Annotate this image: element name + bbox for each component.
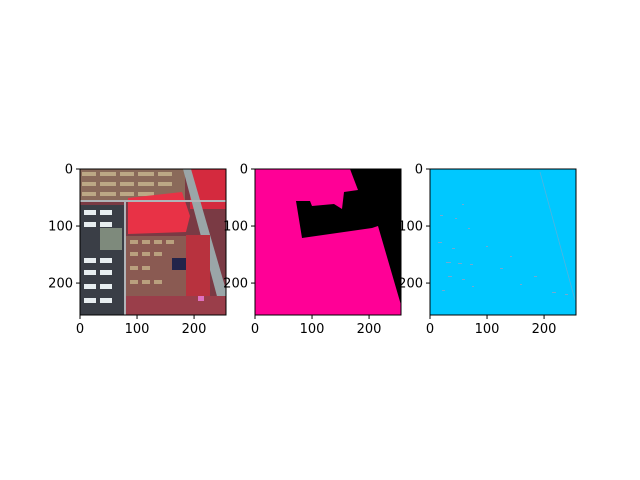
panel-segmentation-mask: 0 100 200 0 100 200 — [223, 163, 402, 337]
axes-frame — [79, 168, 227, 316]
x-tick-label: 100 — [300, 322, 325, 337]
y-tick-label: 0 — [240, 163, 248, 178]
x-tick-label: 0 — [251, 322, 259, 337]
panel-prediction-map: 0 100 200 0 100 200 — [398, 163, 577, 337]
x-tick-label: 0 — [426, 322, 434, 337]
y-tick-label: 100 — [398, 220, 423, 235]
satellite-image — [80, 169, 226, 315]
axes-frame — [254, 168, 402, 316]
prediction-image — [430, 169, 576, 315]
x-axis-ticks: 0 100 200 — [76, 315, 207, 337]
panel-satellite-image: 0 100 200 0 100 200 — [48, 163, 227, 337]
x-tick-label: 200 — [357, 322, 382, 337]
x-axis-ticks: 0 100 200 — [426, 315, 557, 337]
y-tick-label: 100 — [223, 220, 248, 235]
x-tick-label: 200 — [532, 322, 557, 337]
x-tick-label: 100 — [125, 322, 150, 337]
y-axis-ticks: 0 100 200 — [48, 163, 80, 292]
y-axis-ticks: 0 100 200 — [223, 163, 255, 292]
x-tick-label: 200 — [182, 322, 207, 337]
mask-image — [255, 169, 401, 315]
x-tick-label: 100 — [475, 322, 500, 337]
y-tick-label: 100 — [48, 220, 73, 235]
y-tick-label: 0 — [65, 163, 73, 178]
x-axis-ticks: 0 100 200 — [251, 315, 382, 337]
x-tick-label: 0 — [76, 322, 84, 337]
y-tick-label: 200 — [48, 277, 73, 292]
y-axis-ticks: 0 100 200 — [398, 163, 430, 292]
y-tick-label: 200 — [398, 277, 423, 292]
y-tick-label: 200 — [223, 277, 248, 292]
axes-frame — [429, 168, 577, 316]
y-tick-label: 0 — [415, 163, 423, 178]
